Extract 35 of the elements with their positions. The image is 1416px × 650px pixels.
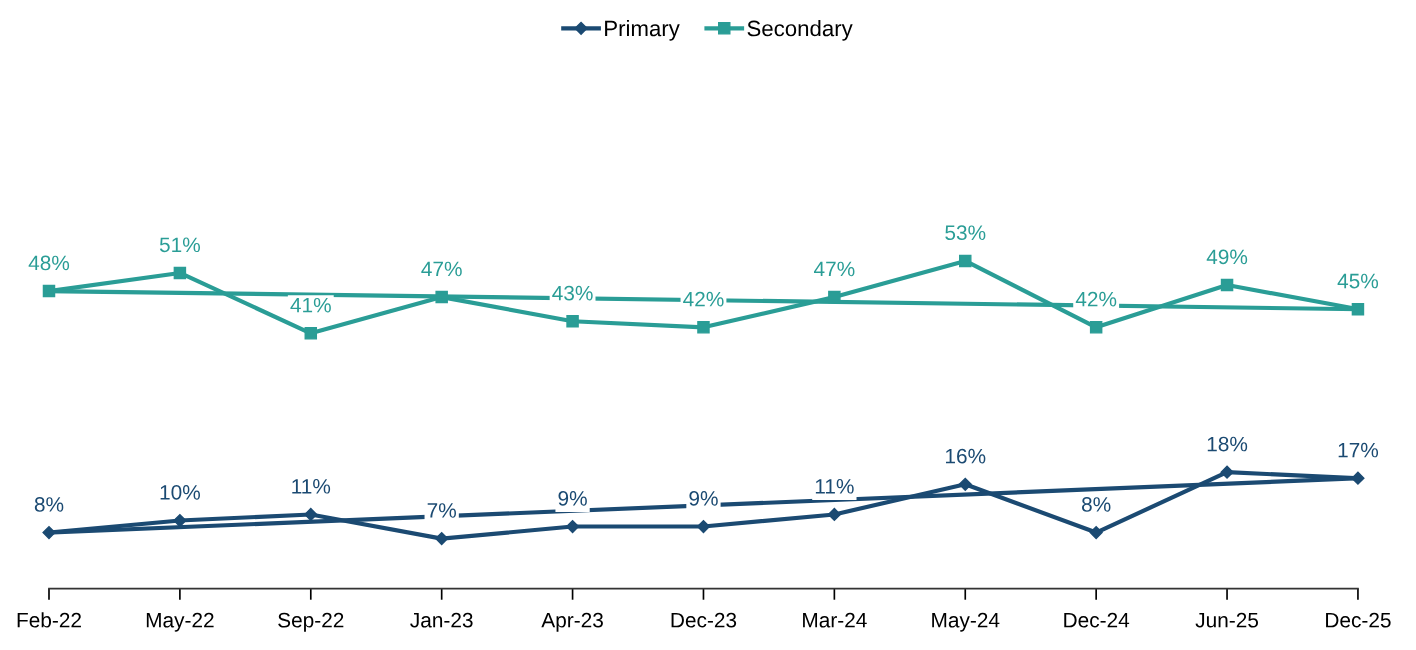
legend-label: Secondary bbox=[747, 20, 853, 41]
data-label: 17% bbox=[1338, 442, 1379, 458]
x-tick-label: Dec-23 bbox=[671, 612, 737, 628]
x-tick-label: May-24 bbox=[932, 612, 1000, 632]
data-label: 41% bbox=[290, 297, 331, 313]
x-tick-label: Mar-24 bbox=[803, 612, 867, 628]
data-label: 43% bbox=[552, 285, 593, 301]
data-label: 51% bbox=[159, 237, 200, 253]
data-label: 9% bbox=[689, 491, 718, 506]
data-label: 10% bbox=[160, 484, 200, 500]
data-label: 9% bbox=[558, 491, 587, 506]
data-label: 45% bbox=[1337, 273, 1379, 289]
data-label: 8% bbox=[34, 497, 64, 512]
data-label: 11% bbox=[292, 479, 331, 494]
data-label: 47% bbox=[813, 261, 855, 277]
data-label: 18% bbox=[1207, 436, 1248, 452]
data-label: 8% bbox=[1082, 497, 1111, 512]
data-label: 42% bbox=[683, 291, 724, 307]
data-label: 47% bbox=[421, 261, 462, 277]
legend-label: Primary bbox=[605, 20, 680, 41]
data-label: 16% bbox=[946, 448, 986, 464]
data-label: 48% bbox=[28, 255, 70, 271]
data-label: 11% bbox=[815, 479, 854, 494]
x-tick-label: May-22 bbox=[146, 612, 214, 632]
x-tick-label: Feb-22 bbox=[17, 612, 81, 628]
x-tick-label: Dec-24 bbox=[1064, 612, 1130, 628]
data-label: 7% bbox=[427, 503, 456, 518]
data-label: 53% bbox=[945, 225, 986, 241]
x-tick-label: Jun-25 bbox=[1195, 612, 1259, 628]
data-label: 42% bbox=[1075, 291, 1117, 307]
x-tick-label: Jan-23 bbox=[410, 612, 473, 628]
data-label: 49% bbox=[1206, 249, 1248, 265]
x-tick-label: Dec-25 bbox=[1326, 612, 1391, 628]
x-tick-label: Sep-22 bbox=[278, 612, 344, 632]
x-tick-label: Apr-23 bbox=[541, 612, 603, 632]
